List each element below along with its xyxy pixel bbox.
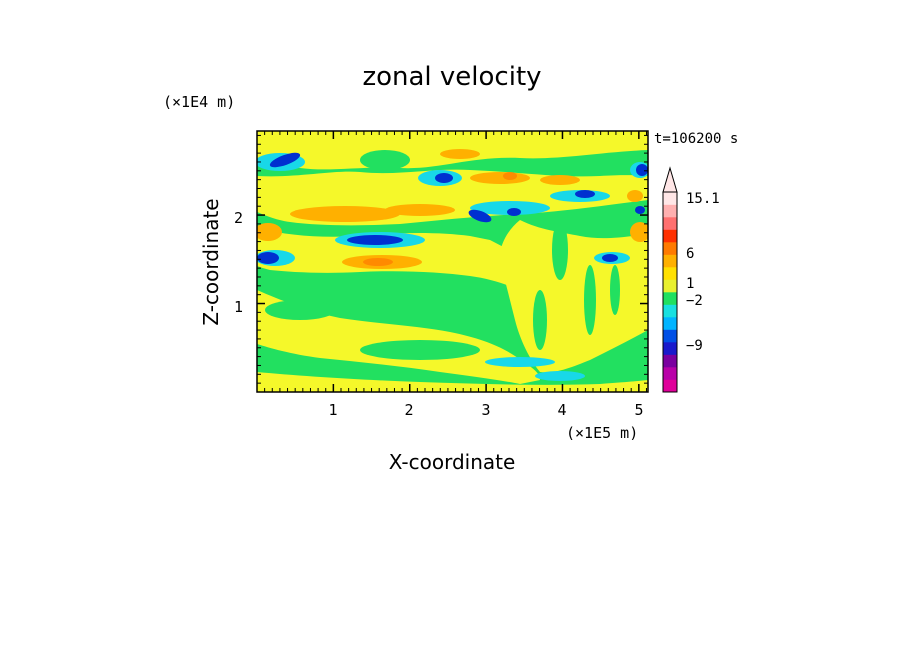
green-patch	[552, 220, 568, 280]
cyan-patch	[485, 357, 555, 367]
colorbar-label: 6	[686, 246, 694, 262]
colorbar-label: 1	[686, 276, 694, 292]
x-tick-label: 5	[634, 401, 643, 419]
minor-ticks	[257, 131, 648, 392]
blue-core	[507, 208, 521, 216]
blue-core	[468, 209, 492, 223]
colorbar-swatch	[663, 379, 677, 393]
blue-core	[575, 190, 595, 198]
colorbar-swatch	[663, 292, 677, 305]
green-patch	[533, 290, 547, 350]
colorbar-swatch	[663, 254, 677, 268]
dark-orange-patch	[363, 258, 393, 266]
green-patch	[360, 340, 480, 360]
blue-core	[435, 173, 453, 183]
colorbar-swatch	[663, 342, 677, 355]
colorbar-swatch	[663, 304, 677, 318]
x-tick-label: 1	[328, 401, 337, 419]
colorbar-swatch	[663, 229, 677, 243]
colorbar-label: −9	[686, 338, 703, 354]
x-scale-label: (×1E5 m)	[566, 424, 638, 442]
green-patch	[610, 265, 620, 315]
blue-core	[347, 235, 403, 245]
blue-core	[636, 164, 648, 176]
yellow-band-bottom	[257, 372, 648, 392]
orange-patch	[257, 223, 282, 241]
green-patch	[584, 265, 596, 335]
colorbar-swatch	[663, 279, 677, 293]
time-label: t=106200 s	[654, 131, 738, 147]
colorbar-swatch	[663, 192, 677, 205]
plot-frame	[256, 130, 649, 393]
orange-patch	[630, 222, 648, 242]
orange-patch	[627, 190, 643, 202]
x-tick-label: 4	[557, 401, 566, 419]
orange-patch	[440, 149, 480, 159]
orange-patch	[540, 175, 580, 185]
major-ticks	[257, 131, 648, 392]
green-patch	[360, 150, 410, 170]
colorbar-swatch	[663, 267, 677, 280]
orange-patch	[385, 204, 455, 216]
x-axis-label: X-coordinate	[389, 450, 516, 474]
colorbar-swatch	[663, 329, 677, 343]
colorbar-swatch	[663, 317, 677, 330]
colorbar	[663, 192, 677, 393]
y-tick-label: 1	[234, 298, 243, 316]
y-scale-label: (×1E4 m)	[163, 93, 235, 111]
blue-core	[635, 206, 645, 214]
chart-title: zonal velocity	[362, 62, 541, 92]
colorbar-swatch	[663, 242, 677, 255]
colorbar-arrow	[662, 166, 678, 193]
blue-core	[269, 152, 301, 168]
colorbar-label: −2	[686, 293, 703, 309]
colorbar-swatch	[663, 354, 677, 368]
blue-core	[257, 252, 279, 264]
blue-core	[602, 254, 618, 262]
colorbar-swatch	[663, 204, 677, 218]
x-tick-label: 3	[481, 401, 490, 419]
contour-field	[257, 131, 648, 392]
colorbar-frame	[662, 191, 678, 393]
orange-patch	[290, 206, 400, 222]
cyan-patch	[535, 371, 585, 381]
colorbar-swatch	[663, 367, 677, 380]
y-axis-label: Z-coordinate	[199, 198, 223, 325]
dark-orange-patch	[503, 172, 517, 180]
x-tick-label: 2	[404, 401, 413, 419]
orange-patch	[470, 172, 530, 184]
colorbar-swatch	[663, 217, 677, 230]
colorbar-label: 15.1	[686, 191, 720, 207]
cyan-patch	[470, 201, 550, 215]
green-patch	[265, 300, 335, 320]
yellow-band-lower	[257, 290, 540, 384]
y-tick-label: 2	[234, 209, 243, 227]
